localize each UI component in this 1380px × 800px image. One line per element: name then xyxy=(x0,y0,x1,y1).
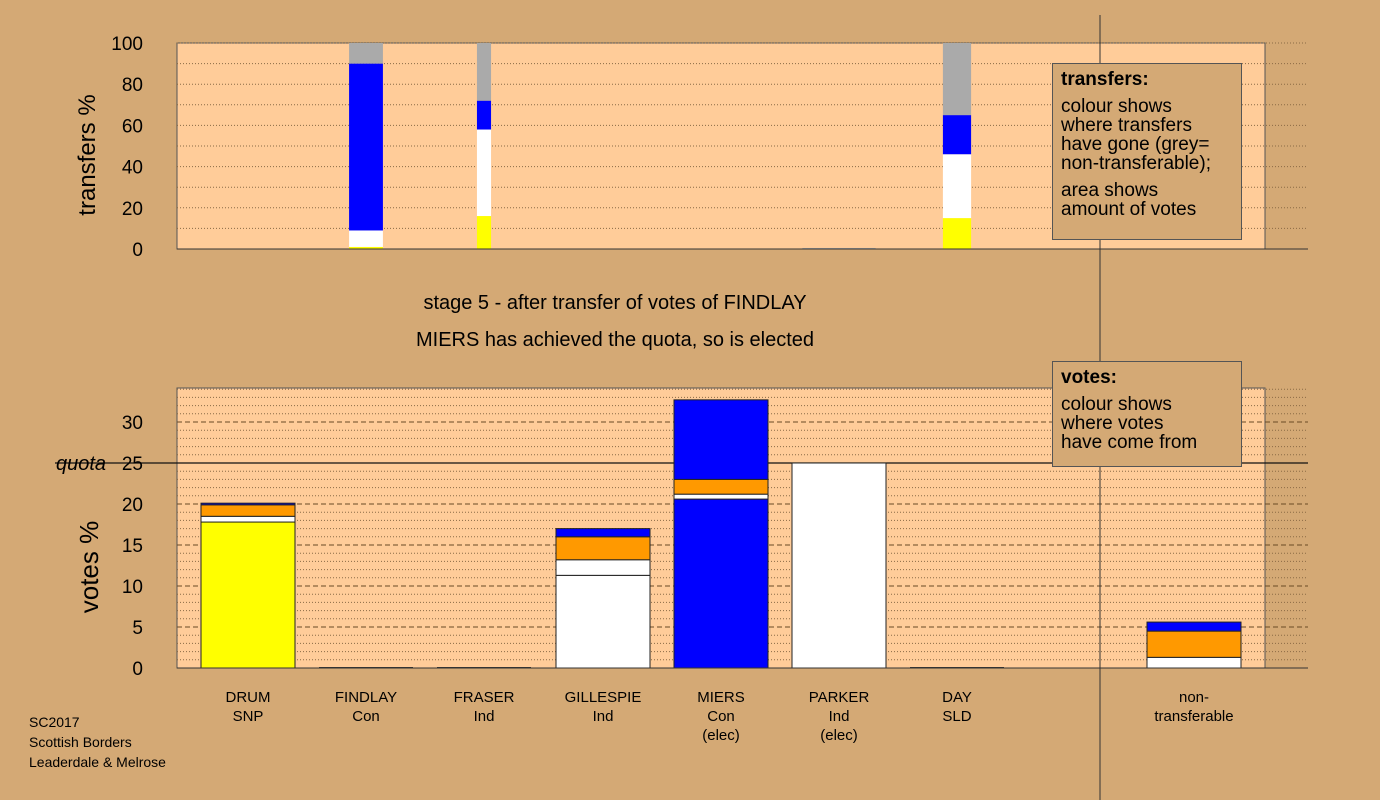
transfer-segment-ind xyxy=(349,230,383,247)
transfers-tick-label: 100 xyxy=(111,34,143,55)
transfers-tick-label: 40 xyxy=(122,158,143,179)
stage-title: stage 5 - after transfer of votes of FIN… xyxy=(423,292,807,314)
transfer-segment-snp xyxy=(476,216,492,249)
footer-caption: SC2017 Scottish Borders Leaderdale & Mel… xyxy=(29,712,166,772)
vote-segment-con xyxy=(673,399,769,480)
candidate-label: non-transferable xyxy=(1154,689,1233,725)
vote-segment-con xyxy=(200,502,296,506)
transfers-legend-title: transfers: xyxy=(1061,69,1149,90)
candidate-label-line: SLD xyxy=(942,708,971,725)
transfer-segment-non-transferable xyxy=(802,247,876,249)
candidate-label-line: DAY xyxy=(942,689,972,706)
transfer-segment-snp xyxy=(942,218,972,249)
footer-line: SC2017 xyxy=(29,714,80,730)
candidate-label: DRUM SNP xyxy=(226,689,271,725)
vote-segment-ind xyxy=(555,559,651,576)
vote-segment-sld xyxy=(200,504,296,517)
transfer-segment-non-transferable xyxy=(942,43,972,116)
candidate-label-line: Ind xyxy=(474,708,495,725)
transfer-segment-con xyxy=(476,100,492,130)
candidate-label: GILLESPIE Ind xyxy=(565,689,642,725)
candidate-label-line: FRASER xyxy=(454,689,515,706)
candidate-label: FINDLAY Con xyxy=(335,689,397,725)
candidate-label-line: transferable xyxy=(1154,708,1233,725)
votes-tick-label: 10 xyxy=(122,577,143,598)
candidate-label-line: Con xyxy=(707,708,735,725)
candidate-label-line: PARKER xyxy=(809,689,870,706)
candidate-label-line: Ind xyxy=(829,708,850,725)
candidate-label: DAY SLD xyxy=(942,689,972,725)
candidate-label-line: MIERS xyxy=(697,689,745,706)
transfers-legend-area: area shows amount of votes xyxy=(1061,180,1197,220)
stage-note: MIERS has achieved the quota, so is elec… xyxy=(415,329,814,351)
votes-tick-label: 15 xyxy=(122,536,143,557)
vote-segment-ind xyxy=(673,493,769,500)
vote-segment-snp xyxy=(200,521,296,669)
vote-segment-con xyxy=(1146,621,1242,632)
votes-axis-label: votes % xyxy=(74,521,104,614)
quota-label: quota xyxy=(56,453,106,475)
transfer-segment-non-transferable xyxy=(349,43,383,64)
transfer-segment-ind xyxy=(942,154,972,219)
vote-segment-ind xyxy=(791,462,887,669)
candidate-label-line: Con xyxy=(352,708,380,725)
candidate-label-line: SNP xyxy=(233,708,264,725)
votes-legend: votes: colour shows where votes have com… xyxy=(1052,361,1242,467)
transfers-legend-colour: colour shows where transfers have gone (… xyxy=(1061,96,1211,174)
vote-segment-sld xyxy=(673,478,769,495)
vote-segment-con xyxy=(555,528,651,538)
vote-segment-sld xyxy=(1146,630,1242,658)
vote-segment-con xyxy=(673,498,769,669)
candidate-label-line: Ind xyxy=(593,708,614,725)
vote-segment-sld xyxy=(555,536,651,561)
transfers-tick-label: 0 xyxy=(132,240,143,261)
transfers-legend: transfers: colour shows where transfers … xyxy=(1052,63,1242,240)
transfers-tick-label: 60 xyxy=(122,116,143,137)
transfer-segment-ind xyxy=(476,129,492,217)
candidate-label-line: DRUM xyxy=(226,689,271,706)
transfer-segment-non-transferable xyxy=(476,43,492,101)
votes-tick-label: 5 xyxy=(132,618,143,639)
candidate-label-line: GILLESPIE xyxy=(565,689,642,706)
candidate-label-line: non- xyxy=(1179,689,1209,706)
votes-tick-label: 30 xyxy=(122,413,143,434)
votes-tick-label: 0 xyxy=(132,659,143,680)
candidate-label: FRASER Ind xyxy=(454,689,515,725)
transfer-segment-con xyxy=(942,115,972,155)
vote-segment-ind xyxy=(1146,656,1242,669)
transfer-segment-con xyxy=(349,63,383,231)
votes-legend-colour: colour shows where votes have come from xyxy=(1061,394,1198,453)
votes-tick-label: 20 xyxy=(122,495,143,516)
footer-line: Leaderdale & Melrose xyxy=(29,754,166,770)
transfers-axis-label: transfers % xyxy=(74,94,101,215)
transfers-tick-label: 80 xyxy=(122,75,143,96)
votes-legend-title: votes: xyxy=(1061,367,1117,388)
transfer-segment-snp xyxy=(349,246,383,249)
candidate-label: MIERS Con (elec) xyxy=(697,689,745,744)
candidate-label-line: (elec) xyxy=(820,727,858,744)
vote-segment-ind xyxy=(200,515,296,523)
candidate-label-line: (elec) xyxy=(702,727,740,744)
votes-tick-label: 25 xyxy=(122,454,143,475)
candidate-label-line: FINDLAY xyxy=(335,689,397,706)
vote-segment-ind xyxy=(555,574,651,669)
candidate-label: PARKER Ind (elec) xyxy=(809,689,870,744)
footer-line: Scottish Borders xyxy=(29,734,132,750)
transfers-tick-label: 20 xyxy=(122,199,143,220)
